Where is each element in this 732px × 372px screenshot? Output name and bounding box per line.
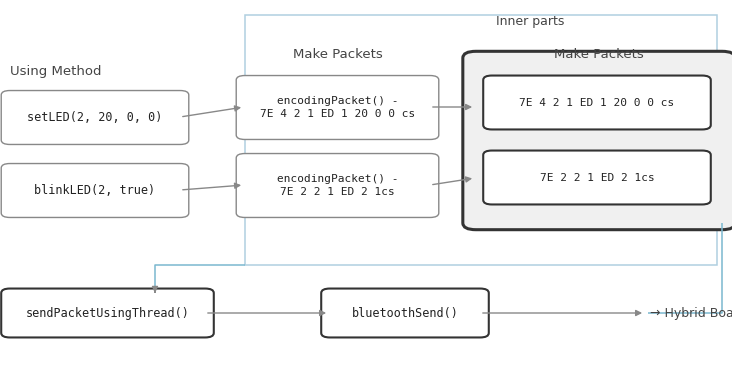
FancyBboxPatch shape — [463, 51, 732, 230]
FancyBboxPatch shape — [321, 289, 489, 337]
FancyBboxPatch shape — [1, 90, 189, 144]
FancyBboxPatch shape — [1, 164, 189, 218]
Text: 7E 4 2 1 ED 1 20 0 0 cs: 7E 4 2 1 ED 1 20 0 0 cs — [520, 97, 675, 108]
Text: blinkLED(2, true): blinkLED(2, true) — [34, 184, 156, 197]
Text: → Hybrid Board: → Hybrid Board — [650, 307, 732, 320]
Text: Inner parts: Inner parts — [496, 16, 564, 29]
Text: Using Method: Using Method — [10, 65, 102, 78]
Text: setLED(2, 20, 0, 0): setLED(2, 20, 0, 0) — [27, 111, 163, 124]
FancyBboxPatch shape — [1, 289, 214, 337]
FancyBboxPatch shape — [236, 154, 438, 218]
Text: Make Packets: Make Packets — [293, 48, 383, 61]
Text: encodingPacket() -
7E 4 2 1 ED 1 20 0 0 cs: encodingPacket() - 7E 4 2 1 ED 1 20 0 0 … — [260, 96, 415, 119]
Text: 7E 2 2 1 ED 2 1cs: 7E 2 2 1 ED 2 1cs — [539, 173, 654, 183]
FancyBboxPatch shape — [236, 76, 438, 140]
Text: encodingPacket() -
7E 2 2 1 ED 2 1cs: encodingPacket() - 7E 2 2 1 ED 2 1cs — [277, 174, 398, 197]
Text: bluetoothSend(): bluetoothSend() — [351, 307, 458, 320]
FancyBboxPatch shape — [483, 151, 711, 205]
Text: Make Packets: Make Packets — [554, 48, 644, 61]
FancyBboxPatch shape — [483, 76, 711, 129]
Text: sendPacketUsingThread(): sendPacketUsingThread() — [26, 307, 190, 320]
